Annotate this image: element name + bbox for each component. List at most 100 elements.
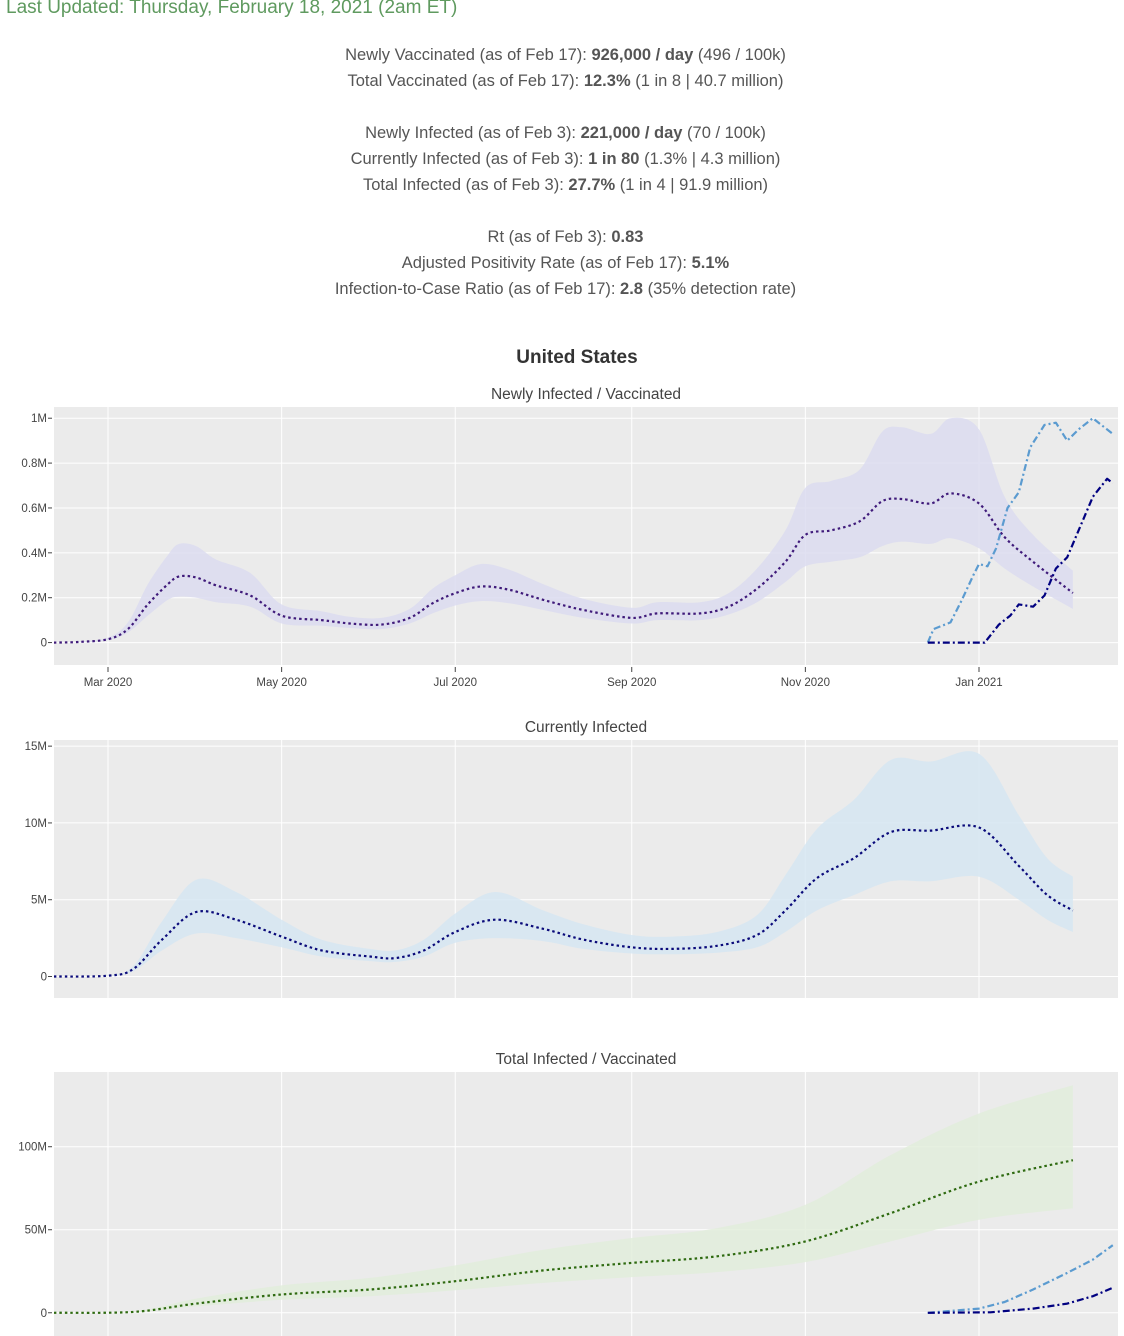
plot-area bbox=[54, 417, 1114, 644]
newly-infected-estimate-point bbox=[380, 623, 382, 625]
total-infected-estimate-point bbox=[53, 1312, 55, 1314]
newly-vaccinated-second-dose-point bbox=[1043, 594, 1045, 596]
currently-infected-estimate-band bbox=[54, 751, 1073, 977]
newly-vaccinated-first-dose-point bbox=[1018, 491, 1020, 493]
x-tick-label: Jan 2021 bbox=[955, 677, 1002, 689]
newly-infected-estimate-point bbox=[349, 622, 351, 624]
currently-infected-estimate-point bbox=[320, 949, 322, 951]
stat-label: Infection-to-Case Ratio (as of Feb 17): bbox=[334, 280, 621, 298]
stat-value: 12.3% bbox=[583, 72, 631, 90]
newly-vaccinated-first-dose-point bbox=[986, 565, 988, 567]
total-infected-estimate-point bbox=[132, 1311, 134, 1313]
currently-infected-estimate-point bbox=[423, 949, 425, 951]
newly-vaccinated-second-dose-point bbox=[1032, 606, 1034, 608]
newly-vaccinated-first-dose-point bbox=[1066, 440, 1068, 442]
newly-vaccinated-second-dose-point bbox=[1066, 556, 1068, 558]
chart-panel-3: 0 50M 100M Total Infected / Vaccinated bbox=[18, 1051, 1118, 1336]
newly-infected-estimate-point bbox=[756, 588, 758, 590]
newly-infected-estimate-point bbox=[1072, 592, 1074, 594]
currently-infected-estimate-point bbox=[978, 826, 980, 828]
stat-infection-case-ratio: Infection-to-Case Ratio (as of Feb 17): … bbox=[0, 276, 1124, 302]
newly-vaccinated-first-dose-point bbox=[1092, 417, 1094, 419]
stat-detail: (1 in 8 | 40.7 million) bbox=[630, 72, 784, 90]
newly-infected-estimate-point bbox=[147, 603, 149, 605]
y-tick-label: 0 bbox=[41, 1308, 47, 1320]
currently-infected-estimate-point bbox=[454, 931, 456, 933]
stat-label: Total Infected (as of Feb 3): bbox=[362, 176, 569, 194]
newly-infected-estimate-point bbox=[656, 612, 658, 614]
newly-infected-estimate-point bbox=[804, 534, 806, 536]
currently-infected-estimate-point bbox=[494, 919, 496, 921]
total-vaccinated-second-dose-point bbox=[1092, 1295, 1094, 1297]
last-updated: Last Updated: Thursday, February 18, 202… bbox=[6, 0, 458, 18]
stat-detail: (496 / 100k) bbox=[693, 46, 786, 64]
total-vaccinated-first-dose-point bbox=[1112, 1244, 1114, 1246]
chart-panel-1: Mar 2020 May 2020 Jul 2020 Sep 2020 Nov 2020… bbox=[21, 386, 1118, 689]
total-infected-estimate-point bbox=[978, 1180, 980, 1182]
chart-panel-2: 0 5M 10M 15M Currently Infected bbox=[25, 719, 1118, 998]
newly-infected-estimate-point bbox=[167, 583, 169, 585]
newly-vaccinated-second-dose-point bbox=[984, 641, 986, 643]
total-vaccinated-second-dose-point bbox=[1032, 1307, 1034, 1309]
newly-infected-estimate-point bbox=[631, 617, 633, 619]
newly-infected-estimate-point bbox=[978, 502, 980, 504]
newly-infected-estimate-point bbox=[542, 599, 544, 601]
stat-total-vaccinated: Total Vaccinated (as of Feb 17): 12.3% (… bbox=[0, 68, 1124, 94]
newly-vaccinated-second-dose-point bbox=[1077, 529, 1079, 531]
newly-vaccinated-first-dose-point bbox=[1077, 428, 1079, 430]
total-vaccinated-second-dose-point bbox=[1112, 1287, 1114, 1289]
newly-infected-estimate-point bbox=[195, 576, 197, 578]
y-tick-label: 5M bbox=[31, 895, 47, 907]
currently-infected-estimate-point bbox=[784, 909, 786, 911]
stats-summary: Newly Vaccinated (as of Feb 17): 926,000… bbox=[0, 42, 1124, 302]
currently-infected-estimate-point bbox=[369, 955, 371, 957]
x-tick-label: Sep 2020 bbox=[607, 677, 656, 689]
newly-vaccinated-first-dose-point bbox=[932, 628, 934, 630]
currently-infected-estimate-point bbox=[631, 946, 633, 948]
newly-vaccinated-second-dose-point bbox=[1055, 567, 1057, 569]
stat-label: Total Vaccinated (as of Feb 17): bbox=[347, 72, 584, 90]
newly-infected-estimate-point bbox=[582, 609, 584, 611]
total-infected-estimate-point bbox=[716, 1255, 718, 1257]
y-tick-label: 15M bbox=[25, 741, 47, 753]
currently-infected-estimate-point bbox=[53, 975, 55, 977]
newly-vaccinated-first-dose-point bbox=[1006, 507, 1008, 509]
total-vaccinated-second-dose-line bbox=[927, 1286, 1114, 1314]
y-tick-label: 0.8M bbox=[21, 458, 47, 470]
total-infected-estimate-point bbox=[890, 1212, 892, 1214]
currently-infected-estimate-point bbox=[1018, 865, 1020, 867]
total-vaccinated-second-dose-point bbox=[989, 1311, 991, 1313]
total-infected-estimate-point bbox=[195, 1302, 197, 1304]
total-infected-estimate-line bbox=[54, 1159, 1074, 1314]
stat-value: 0.83 bbox=[611, 228, 644, 246]
newly-infected-estimate-point bbox=[1032, 561, 1034, 563]
stat-value: 5.1% bbox=[691, 254, 730, 272]
stat-value: 27.7% bbox=[568, 176, 616, 194]
y-tick-label: 100M bbox=[18, 1142, 47, 1154]
currently-infected-estimate-point bbox=[890, 831, 892, 833]
newly-vaccinated-first-dose-point bbox=[972, 574, 974, 576]
y-tick-label: 0 bbox=[41, 638, 47, 650]
currently-infected-estimate-line bbox=[54, 824, 1074, 978]
total-vaccinated-first-dose-point bbox=[1003, 1301, 1005, 1303]
newly-infected-estimate-point bbox=[78, 641, 80, 643]
stat-label: Newly Vaccinated (as of Feb 17): bbox=[345, 46, 592, 64]
currently-infected-estimate-point bbox=[582, 938, 584, 940]
currently-infected-estimate-point bbox=[235, 919, 237, 921]
newly-vaccinated-first-dose-point bbox=[978, 563, 980, 565]
currently-infected-estimate-point bbox=[107, 975, 109, 977]
newly-infected-estimate-point bbox=[901, 498, 903, 500]
total-infected-estimate-point bbox=[454, 1280, 456, 1282]
newly-infected-estimate-point bbox=[107, 638, 109, 640]
currently-infected-estimate-point bbox=[670, 948, 672, 950]
newly-vaccinated-first-dose-point bbox=[1112, 433, 1114, 435]
newly-infected-estimate-point bbox=[454, 592, 456, 594]
newly-vaccinated-first-dose-point bbox=[1029, 446, 1031, 448]
newly-vaccinated-second-dose-point bbox=[998, 623, 1000, 625]
stat-detail: (35% detection rate) bbox=[642, 280, 797, 298]
newly-infected-estimate-point bbox=[508, 589, 510, 591]
total-vaccinated-first-dose-line bbox=[927, 1244, 1114, 1314]
newly-vaccinated-first-dose-point bbox=[1055, 422, 1057, 424]
stat-total-infected: Total Infected (as of Feb 3): 27.7% (1 i… bbox=[0, 172, 1124, 198]
